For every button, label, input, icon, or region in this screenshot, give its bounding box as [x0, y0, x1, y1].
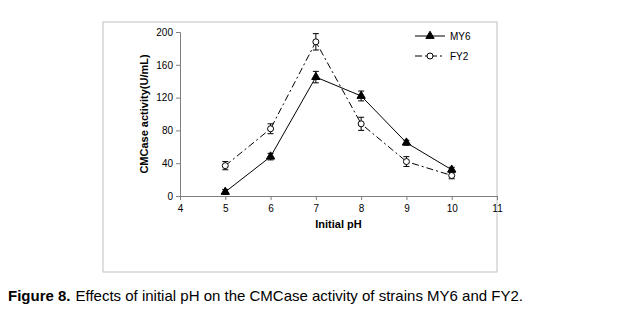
x-tick-mark [316, 196, 317, 200]
y-tick-mark [176, 196, 180, 197]
y-tick: 0 [167, 191, 180, 202]
x-tick: 9 [404, 196, 410, 214]
y-tick-label: 0 [167, 191, 173, 202]
error-bar-cap [313, 82, 319, 83]
legend: MY6 FY2 [415, 31, 471, 62]
data-point [221, 187, 229, 194]
data-point [449, 173, 455, 179]
y-tick-mark [176, 65, 180, 66]
x-tick-label: 5 [223, 203, 229, 214]
y-tick-label: 40 [162, 158, 174, 169]
x-axis-title: Initial pH [315, 218, 362, 230]
error-bar-cap [222, 169, 228, 170]
data-point [358, 121, 364, 127]
x-tick: 4 [178, 196, 184, 214]
error-bar-cap [358, 130, 364, 131]
error-bar [358, 117, 364, 130]
data-point [402, 138, 410, 145]
x-tick: 6 [268, 196, 274, 214]
x-tick-label: 6 [268, 203, 274, 214]
x-tick-label: 11 [492, 203, 503, 214]
x-tick-mark [225, 196, 226, 200]
legend-label: MY6 [450, 31, 471, 42]
error-bar-cap [313, 50, 319, 51]
y-tick-label: 200 [156, 27, 173, 38]
error-bar [222, 162, 228, 170]
x-tick-mark [452, 196, 453, 200]
x-tick-label: 4 [178, 203, 184, 214]
data-point [222, 163, 228, 169]
y-tick-label: 160 [156, 60, 173, 71]
y-tick: 40 [162, 158, 180, 169]
data-point [403, 159, 409, 165]
error-bar [313, 34, 319, 50]
error-bar-cap [222, 161, 228, 162]
x-tick-mark [361, 196, 362, 200]
caption: Figure 8. Effects of initial pH on the CM… [8, 287, 523, 304]
x-tick: 11 [492, 196, 503, 214]
error-bar [268, 124, 274, 134]
data-point [313, 39, 319, 45]
caption-text: Effects of initial pH on the CMCase acti… [76, 287, 523, 304]
x-tick: 10 [447, 196, 459, 214]
y-tick-mark [176, 130, 180, 131]
x-tick-mark [406, 196, 407, 200]
error-bar-cap [268, 123, 274, 124]
x-tick-mark [271, 196, 272, 200]
series-line [225, 42, 451, 176]
x-axis: 4 5 6 7 8 9 10 11 [178, 196, 503, 214]
y-axis: 0 40 80 120 160 200 [156, 27, 180, 202]
y-tick-mark [176, 163, 180, 164]
series-line [225, 77, 451, 192]
y-tick-mark [176, 32, 180, 33]
y-tick: 160 [156, 60, 180, 71]
error-bar-cap [313, 33, 319, 34]
legend-marker [426, 31, 434, 38]
x-tick-label: 8 [359, 203, 365, 214]
y-tick-label: 80 [162, 125, 174, 136]
legend-marker [427, 53, 433, 59]
x-tick: 5 [223, 196, 229, 214]
chart: 4 5 6 7 8 9 10 11 0 40 80 120 160 200 Initial pH CMCase… [0, 0, 643, 313]
data-point [357, 91, 365, 98]
x-tick: 8 [359, 196, 365, 214]
error-bar-cap [268, 133, 274, 134]
data-point [448, 165, 456, 172]
caption-label: Figure 8. [8, 287, 71, 304]
y-axis-title: CMCase activity(U/mL) [138, 54, 150, 174]
y-tick-mark [176, 98, 180, 99]
error-bar-cap [358, 100, 364, 101]
y-tick: 80 [162, 125, 180, 136]
x-tick-label: 9 [404, 203, 410, 214]
x-tick-mark [497, 196, 498, 200]
data-point [312, 72, 320, 79]
data-point [268, 126, 274, 132]
legend-label: FY2 [450, 51, 469, 62]
error-bar [403, 157, 409, 167]
x-tick: 7 [314, 196, 320, 214]
x-tick-label: 10 [447, 203, 459, 214]
chart-frame [103, 22, 497, 272]
y-tick-label: 120 [156, 92, 173, 103]
error-bar-cap [358, 117, 364, 118]
x-tick-label: 7 [314, 203, 320, 214]
error-bar-cap [268, 159, 274, 160]
error-bar-cap [403, 166, 409, 167]
y-axis-line [176, 33, 181, 197]
error-bar [449, 172, 455, 179]
y-tick: 120 [156, 92, 180, 103]
data-point [266, 152, 274, 159]
x-axis-line [181, 197, 498, 201]
error-bar-cap [403, 156, 409, 157]
plot-area [221, 34, 456, 195]
y-tick: 200 [156, 27, 180, 38]
